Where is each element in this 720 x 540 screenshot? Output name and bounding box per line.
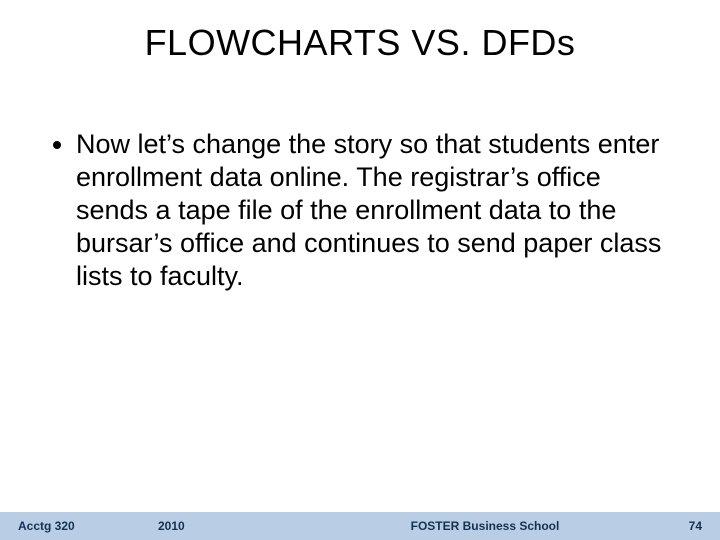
footer-course: Acctg 320 (18, 519, 158, 533)
footer-year: 2010 (158, 519, 318, 533)
bullet-list: Now let’s change the story so that stude… (46, 128, 680, 293)
bullet-item: Now let’s change the story so that stude… (76, 128, 680, 293)
slide-title: FLOWCHARTS VS. DFDs (0, 22, 720, 64)
slide-body: Now let’s change the story so that stude… (46, 128, 680, 293)
slide: FLOWCHARTS VS. DFDs Now let’s change the… (0, 0, 720, 540)
slide-footer: Acctg 320 2010 FOSTER Business School 74 (0, 512, 720, 540)
footer-page-number: 74 (652, 519, 702, 533)
footer-school: FOSTER Business School (318, 519, 652, 533)
